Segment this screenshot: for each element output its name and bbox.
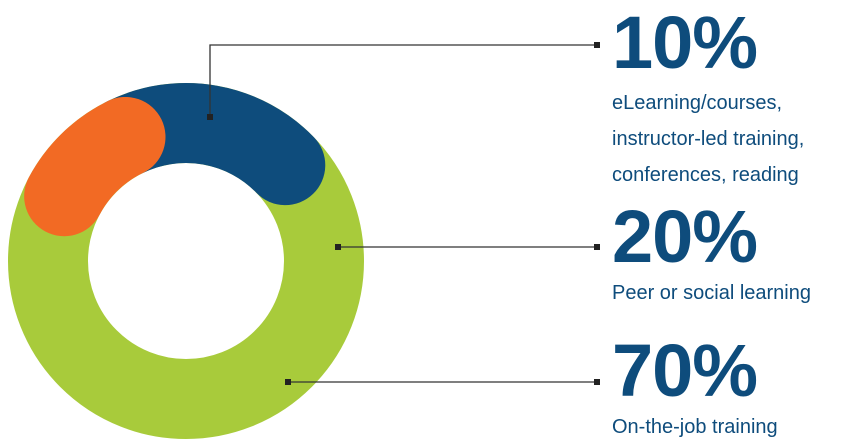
callout-on-the-job: 70% On-the-job training bbox=[612, 334, 778, 440]
slice-label-line: eLearning/courses, bbox=[612, 92, 783, 114]
leader-marker bbox=[594, 379, 600, 385]
slice-label-line: On-the-job training bbox=[612, 416, 778, 438]
slice-label-line: Peer or social learning bbox=[612, 282, 811, 304]
slice-value-label: 10% bbox=[612, 1, 758, 84]
callout-peer-learning: 20% Peer or social learning bbox=[612, 200, 811, 306]
leader-lines bbox=[207, 42, 600, 385]
leader-marker bbox=[335, 244, 341, 250]
slice-value-label: 20% bbox=[612, 195, 758, 278]
leader-marker bbox=[594, 42, 600, 48]
leader-marker bbox=[285, 379, 291, 385]
slice-label-line: conferences, reading bbox=[612, 164, 799, 186]
donut-ring bbox=[8, 83, 364, 439]
leader-marker bbox=[207, 114, 213, 120]
slice-elearning bbox=[24, 96, 166, 237]
leader-marker bbox=[594, 244, 600, 250]
slice-value-label: 70% bbox=[612, 329, 758, 412]
callout-elearning: 10% eLearning/courses, instructor-led tr… bbox=[612, 6, 804, 188]
slice-label-line: instructor-led training, bbox=[612, 128, 805, 150]
leader-line-elearning bbox=[209, 44, 597, 117]
